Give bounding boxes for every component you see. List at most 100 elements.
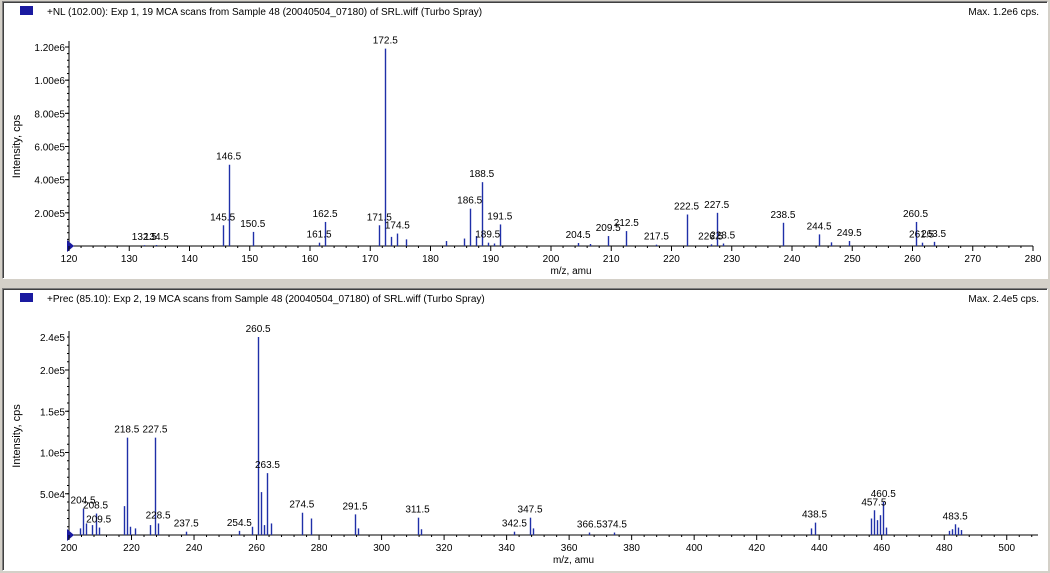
- x-tick-label: 340: [498, 543, 515, 554]
- peak-label: 186.5: [457, 196, 482, 207]
- peak-label: 146.5: [216, 152, 241, 163]
- peak-label: 204.5: [71, 496, 96, 507]
- y-axis-label: Intensity, cps: [11, 404, 23, 468]
- peak-label: 208.5: [83, 501, 108, 512]
- peak-label: 249.5: [837, 228, 862, 239]
- x-tick-label: 220: [123, 543, 140, 554]
- peak-label: 171.5: [367, 212, 392, 223]
- x-tick-label: 130: [121, 254, 138, 265]
- peak-label: 366.5: [577, 520, 602, 531]
- peak-label: 263.5: [255, 460, 280, 471]
- x-tick-label: 220: [663, 254, 680, 265]
- peak-label: 438.5: [802, 510, 827, 521]
- x-tick-label: 280: [311, 543, 328, 554]
- y-tick-label: 1.20e6: [34, 43, 65, 54]
- y-tick-label: 1.00e6: [34, 76, 65, 87]
- series-color-swatch[interactable]: [20, 6, 33, 15]
- peak-label: 228.5: [146, 510, 171, 521]
- x-tick-label: 250: [844, 254, 861, 265]
- peak-label: 222.5: [674, 201, 699, 212]
- y-tick-label: 2.4e5: [40, 333, 65, 344]
- peak-label: 263.5: [921, 229, 946, 240]
- spectrum-pane-nl: +NL (102.00): Exp 1, 19 MCA scans from S…: [2, 1, 1048, 279]
- x-tick-label: 500: [998, 543, 1015, 554]
- peak-label: 311.5: [405, 505, 430, 516]
- peak-label: 189.5: [475, 230, 500, 241]
- x-tick-label: 270: [964, 254, 981, 265]
- x-tick-label: 190: [482, 254, 499, 265]
- peak-label: 261.5: [909, 230, 934, 241]
- peak-label: 260.5: [903, 209, 928, 220]
- peak-label: 209.5: [86, 515, 111, 526]
- x-tick-label: 140: [181, 254, 198, 265]
- peak-label: 227.5: [142, 425, 167, 436]
- x-tick-label: 280: [1025, 254, 1042, 265]
- spectrum-chart-nl[interactable]: +NL (102.00): Exp 1, 19 MCA scans from S…: [3, 2, 1047, 278]
- peak-label: 209.5: [596, 223, 621, 234]
- x-tick-label: 460: [873, 543, 890, 554]
- peak-label: 188.5: [469, 169, 494, 180]
- x-tick-label: 210: [603, 254, 620, 265]
- axis-origin-marker-icon[interactable]: [67, 240, 74, 252]
- y-tick-label: 6.00e5: [34, 143, 65, 154]
- x-tick-label: 230: [723, 254, 740, 265]
- peak-label: 228.5: [710, 231, 735, 242]
- x-tick-label: 440: [811, 543, 828, 554]
- x-tick-label: 260: [248, 543, 265, 554]
- max-intensity-label: Max. 2.4e5 cps.: [968, 294, 1039, 305]
- y-tick-label: 2.0e5: [40, 366, 65, 377]
- y-tick-label: 1.0e5: [40, 449, 65, 460]
- x-tick-label: 200: [61, 543, 78, 554]
- peak-label: 162.5: [313, 209, 338, 220]
- peak-label: 218.5: [114, 425, 139, 436]
- peak-label: 237.5: [174, 519, 199, 530]
- x-tick-label: 360: [561, 543, 578, 554]
- x-tick-label: 300: [373, 543, 390, 554]
- spectrum-pane-prec: +Prec (85.10): Exp 2, 19 MCA scans from …: [2, 288, 1048, 571]
- peak-label: 227.5: [704, 200, 729, 211]
- x-tick-label: 240: [186, 543, 203, 554]
- peak-label: 260.5: [246, 324, 271, 335]
- max-intensity-label: Max. 1.2e6 cps.: [968, 7, 1039, 18]
- peak-label: 150.5: [240, 219, 265, 230]
- x-tick-label: 240: [784, 254, 801, 265]
- x-tick-label: 320: [436, 543, 453, 554]
- peak-label: 342.5: [502, 519, 527, 530]
- peak-label: 347.5: [518, 505, 543, 516]
- chart-title: +Prec (85.10): Exp 2, 19 MCA scans from …: [47, 294, 485, 305]
- x-tick-label: 380: [623, 543, 640, 554]
- peak-label: 172.5: [373, 36, 398, 47]
- x-tick-label: 480: [936, 543, 953, 554]
- peak-label: 460.5: [871, 489, 896, 500]
- peak-label: 174.5: [385, 221, 410, 232]
- peak-label: 457.5: [861, 497, 886, 508]
- peak-label: 274.5: [289, 500, 314, 511]
- peak-label: 145.5: [210, 212, 235, 223]
- peak-label: 291.5: [342, 501, 367, 512]
- x-axis-label: m/z, amu: [550, 266, 591, 277]
- peak-label: 254.5: [227, 518, 252, 529]
- axis-origin-marker-icon[interactable]: [67, 529, 74, 541]
- peak-label: 204.5: [566, 230, 591, 241]
- peak-label: 132.5: [132, 232, 157, 243]
- peak-label: 244.5: [807, 221, 832, 232]
- y-tick-label: 2.00e5: [34, 209, 65, 220]
- peak-label: 212.5: [614, 218, 639, 229]
- x-axis-label: m/z, amu: [553, 555, 594, 566]
- peak-label: 483.5: [943, 511, 968, 522]
- peak-label: 134.5: [144, 232, 169, 243]
- spectrum-chart-prec[interactable]: +Prec (85.10): Exp 2, 19 MCA scans from …: [3, 289, 1047, 570]
- peak-label: 191.5: [487, 211, 512, 222]
- x-tick-label: 170: [362, 254, 379, 265]
- x-tick-label: 200: [543, 254, 560, 265]
- peak-label: 374.5: [602, 520, 627, 531]
- x-tick-label: 160: [302, 254, 319, 265]
- x-tick-label: 260: [904, 254, 921, 265]
- series-color-swatch[interactable]: [20, 293, 33, 302]
- y-axis-label: Intensity, cps: [11, 114, 23, 178]
- peak-label: 226.5: [698, 231, 723, 242]
- x-tick-label: 400: [686, 543, 703, 554]
- peak-label: 217.5: [644, 232, 669, 243]
- y-tick-label: 5.0e4: [40, 490, 65, 501]
- peak-label: 238.5: [770, 210, 795, 221]
